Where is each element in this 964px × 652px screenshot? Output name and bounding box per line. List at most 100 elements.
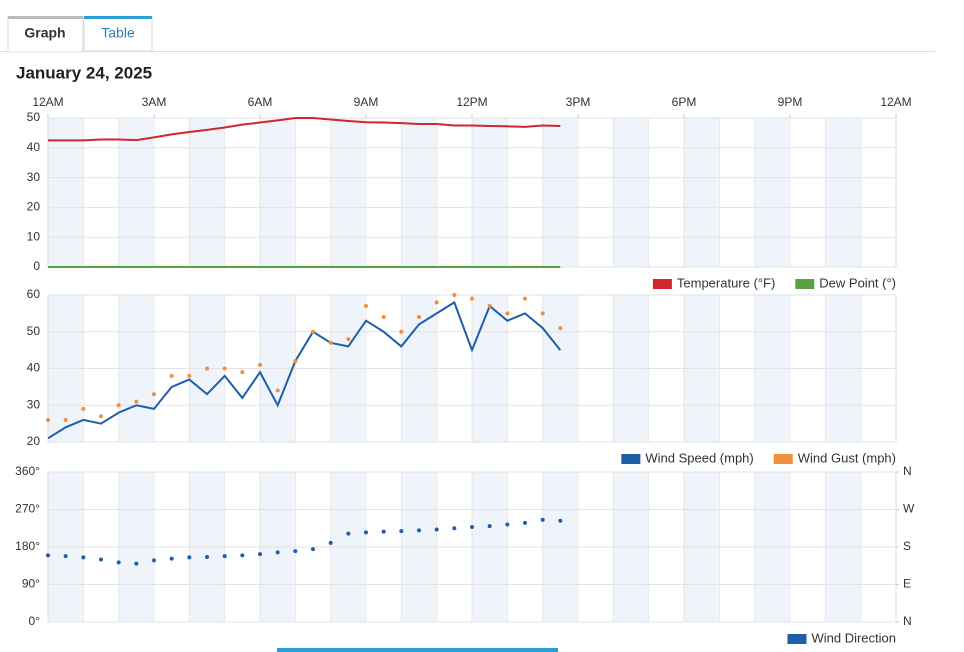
data-dot [205,366,209,371]
data-dot [187,373,192,378]
data-dot [293,549,298,554]
series-line [47,300,562,440]
y-tick-label: 90° [22,577,40,591]
data-dot [434,527,439,532]
data-dot [470,296,474,301]
y-tick-label: 40 [27,140,41,154]
tab[interactable] [83,16,153,52]
data-dot [258,362,262,367]
legend-label: Temperature (°F) [677,275,775,290]
legend-swatch [795,279,815,289]
tab-accent [8,16,83,19]
data-dot [46,553,50,558]
series-line [48,117,561,142]
data-dot [399,529,404,534]
data-dot [258,552,262,557]
y-tick-label: 50 [27,110,41,124]
data-dot [205,555,209,559]
data-dot [116,560,121,565]
x-tick-label: 3AM [142,95,167,109]
data-dot [346,531,351,536]
band [825,118,860,267]
data-dot [558,518,563,523]
y2-tick-label: E [903,577,911,591]
data-dot [364,530,368,535]
data-dot [417,315,421,320]
tab[interactable] [7,16,84,53]
x-tick-label: 6PM [672,95,697,109]
data-dot [116,403,121,408]
data-dot [558,326,563,331]
date-title: January 24, 2025 [16,63,152,82]
data-dot [487,304,492,309]
y-tick-label: 10 [27,229,41,243]
x-tick-label: 12PM [456,95,487,109]
band [118,118,153,267]
band [48,118,83,267]
range-bar[interactable] [277,648,558,652]
data-dot [311,547,315,552]
legend-swatch [787,634,807,644]
band [684,118,719,267]
y-tick-label: 30 [27,397,41,411]
y-tick-label: 40 [27,361,41,375]
data-dot [81,406,86,411]
legend-label: Wind Direction [811,630,896,645]
band [401,118,436,267]
y-tick-label: 30 [27,170,41,184]
y-tick-label: 270° [15,502,40,516]
data-dot [134,561,139,566]
data-dot [434,300,439,305]
y-tick-label: 20 [27,434,41,448]
data-dot [169,556,174,561]
y-tick-label: 0 [33,259,40,273]
legend-label: Wind Gust (mph) [798,450,896,465]
band [472,118,507,267]
band [542,118,577,267]
data-dot [134,399,139,404]
data-dot [523,520,527,525]
data-dot [293,359,298,364]
data-dot [364,304,368,309]
band [260,118,295,267]
data-dot [540,311,545,316]
data-dot [381,529,386,534]
data-dot [540,517,545,522]
x-tick-label: 9AM [354,95,379,109]
legend-swatch [773,454,793,464]
y-tick-label: 180° [15,539,40,553]
data-dot [240,370,245,375]
data-dot [222,366,227,371]
data-dot [63,554,68,559]
band [189,118,224,267]
data-dot [328,540,333,545]
x-tick-label: 12AM [32,95,63,109]
x-tick-label: 12AM [880,95,911,109]
y2-tick-label: W [903,502,915,516]
tab-label[interactable]: Graph [24,25,65,41]
x-tick-label: 3PM [566,95,591,109]
legend-swatch [621,454,641,464]
y-tick-label: 360° [15,464,40,478]
y2-tick-label: S [903,539,911,553]
data-dot [99,414,103,419]
y-tick-label: 60 [27,287,41,301]
tab-label[interactable]: Table [101,25,135,41]
y-tick-label: 0° [29,614,41,628]
data-dot [46,417,50,422]
data-dot [523,296,527,301]
data-dot [505,311,510,316]
data-dot [222,554,227,559]
data-dot [381,315,386,320]
data-dot [63,417,68,422]
legend-swatch [652,279,672,289]
x-tick-label: 9PM [778,95,803,109]
y2-tick-label: N [903,464,912,478]
y-tick-label: 50 [27,324,41,338]
data-dot [311,329,315,334]
data-dot [99,557,103,562]
data-dot [452,293,457,297]
data-dot [470,525,474,529]
data-dot [346,337,351,342]
